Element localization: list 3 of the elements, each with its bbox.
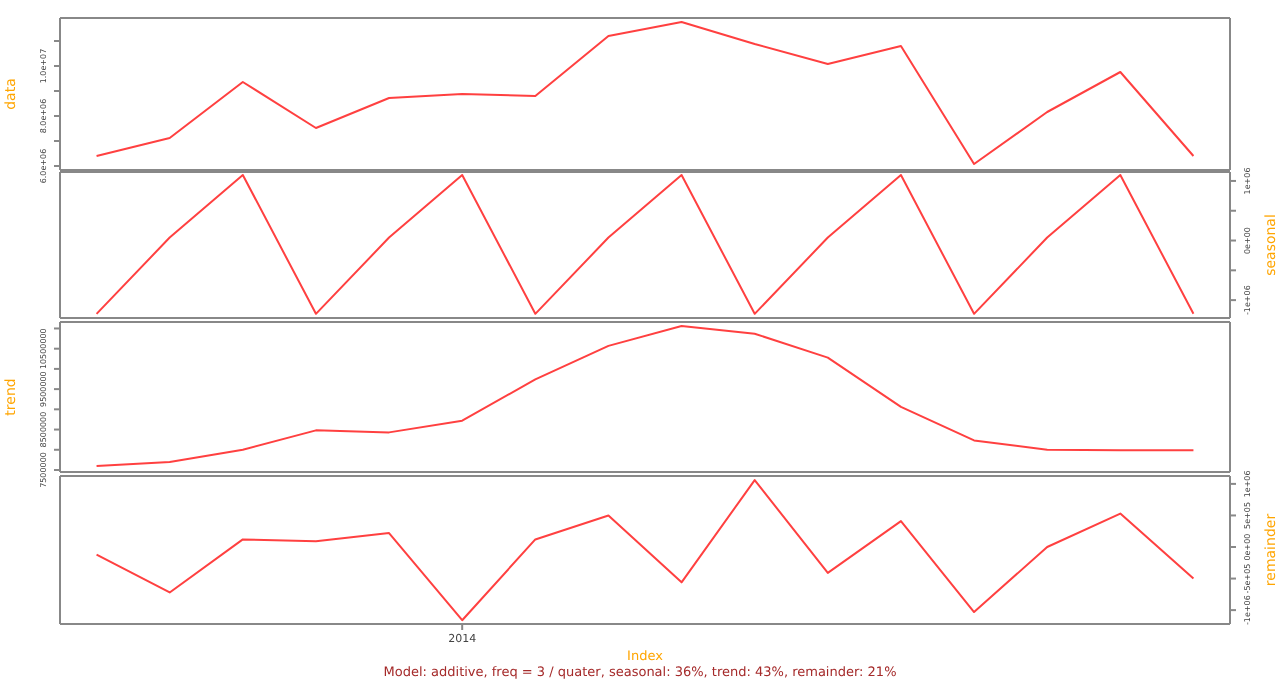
line-series	[95, 479, 1195, 622]
line-series	[95, 325, 1195, 467]
line-series	[95, 21, 1195, 165]
